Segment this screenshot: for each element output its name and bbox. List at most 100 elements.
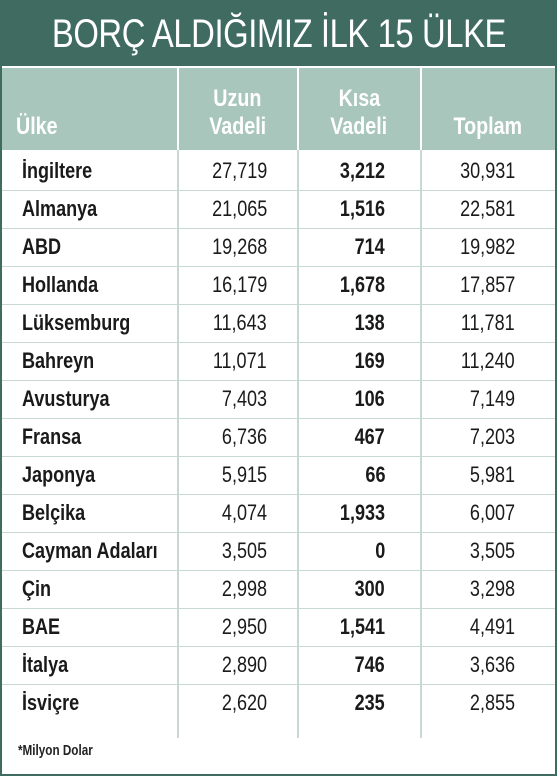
country-cell: Hollanda	[22, 272, 99, 297]
country-cell: Almanya	[22, 196, 98, 221]
column-divider-header	[297, 68, 299, 150]
table-row: Almanya 21,065 1,516 22,581	[2, 190, 555, 228]
table-row: ABD 19,268 714 19,982	[2, 228, 555, 266]
country-cell: Çin	[22, 576, 52, 601]
short-term-cell: 138	[354, 310, 385, 335]
total-cell: 7,149	[469, 386, 515, 411]
row-divider	[2, 418, 555, 419]
country-cell: Belçika	[22, 500, 86, 525]
column-divider-header	[420, 68, 422, 150]
total-cell: 3,298	[469, 576, 515, 601]
long-term-cell: 3,505	[221, 538, 267, 563]
row-divider	[2, 266, 555, 267]
country-cell: BAE	[22, 614, 61, 639]
header-short-term: Kısa Vadeli	[330, 85, 388, 140]
long-term-cell: 2,620	[221, 690, 267, 715]
row-divider	[2, 608, 555, 609]
short-term-cell: 66	[364, 462, 385, 487]
short-term-cell: 3,212	[339, 158, 385, 183]
long-term-cell: 27,719	[211, 158, 267, 183]
long-term-cell: 2,998	[221, 576, 267, 601]
short-term-cell: 106	[354, 386, 385, 411]
row-divider	[2, 342, 555, 343]
header-total: Toplam	[453, 113, 522, 140]
country-cell: İsviçre	[22, 690, 80, 715]
long-term-cell: 4,074	[221, 500, 267, 525]
total-cell: 19,982	[459, 234, 515, 259]
country-cell: İngiltere	[22, 158, 93, 183]
long-term-cell: 6,736	[221, 424, 267, 449]
country-cell: Lüksemburg	[22, 310, 131, 335]
column-divider	[420, 68, 422, 738]
country-cell: ABD	[22, 234, 62, 259]
footnote: *Milyon Dolar	[18, 742, 93, 759]
short-term-cell: 1,933	[339, 500, 385, 525]
row-divider	[2, 380, 555, 381]
table-row: İsviçre 2,620 235 2,855	[2, 684, 555, 722]
short-term-cell: 1,541	[339, 614, 385, 639]
total-cell: 30,931	[459, 158, 515, 183]
total-cell: 11,240	[461, 348, 515, 373]
row-divider	[2, 646, 555, 647]
row-divider	[2, 684, 555, 685]
total-cell: 3,636	[469, 652, 515, 677]
table-title: BORÇ ALDIĞIMIZ İLK 15 ÜLKE	[2, 2, 555, 66]
total-cell: 2,855	[469, 690, 515, 715]
table-header: Ülke Uzun Vadeli Kısa Vadeli Toplam	[2, 68, 555, 150]
long-term-cell: 5,915	[221, 462, 267, 487]
short-term-cell: 467	[354, 424, 385, 449]
long-term-cell: 11,071	[213, 348, 267, 373]
table-row: Cayman Adaları 3,505 0 3,505	[2, 532, 555, 570]
long-term-cell: 11,643	[213, 310, 267, 335]
row-divider	[2, 570, 555, 571]
country-cell: İtalya	[22, 652, 69, 677]
row-divider	[2, 190, 555, 191]
table-row: İngiltere 27,719 3,212 30,931	[2, 152, 555, 190]
table-row: Fransa 6,736 467 7,203	[2, 418, 555, 456]
country-cell: Bahreyn	[22, 348, 95, 373]
short-term-cell: 169	[354, 348, 385, 373]
long-term-cell: 19,268	[211, 234, 267, 259]
country-cell: Cayman Adaları	[22, 538, 158, 563]
table-row: Bahreyn 11,071 169 11,240	[2, 342, 555, 380]
total-cell: 5,981	[469, 462, 515, 487]
total-cell: 6,007	[469, 500, 515, 525]
row-divider	[2, 532, 555, 533]
table-row: Japonya 5,915 66 5,981	[2, 456, 555, 494]
total-cell: 4,491	[469, 614, 515, 639]
short-term-cell: 235	[354, 690, 385, 715]
short-term-cell: 746	[354, 652, 385, 677]
country-cell: Avusturya	[22, 386, 110, 411]
total-cell: 7,203	[469, 424, 515, 449]
row-divider	[2, 494, 555, 495]
table-row: Çin 2,998 300 3,298	[2, 570, 555, 608]
table-row: Avusturya 7,403 106 7,149	[2, 380, 555, 418]
row-divider	[2, 304, 555, 305]
header-long-term: Uzun Vadeli	[209, 85, 266, 140]
header-country: Ülke	[16, 113, 58, 140]
long-term-cell: 2,950	[221, 614, 267, 639]
total-cell: 22,581	[459, 196, 515, 221]
table-row: BAE 2,950 1,541 4,491	[2, 608, 555, 646]
table-row: İtalya 2,890 746 3,636	[2, 646, 555, 684]
total-cell: 11,781	[461, 310, 515, 335]
row-divider	[2, 228, 555, 229]
table-row: Lüksemburg 11,643 138 11,781	[2, 304, 555, 342]
total-cell: 17,857	[459, 272, 515, 297]
column-divider	[297, 68, 299, 738]
short-term-cell: 0	[374, 538, 385, 563]
country-cell: Fransa	[22, 424, 82, 449]
column-divider-header	[177, 68, 179, 150]
short-term-cell: 1,516	[339, 196, 385, 221]
country-cell: Japonya	[22, 462, 96, 487]
column-divider	[177, 68, 179, 738]
long-term-cell: 2,890	[221, 652, 267, 677]
long-term-cell: 21,065	[211, 196, 267, 221]
long-term-cell: 7,403	[221, 386, 267, 411]
table-row: Belçika 4,074 1,933 6,007	[2, 494, 555, 532]
short-term-cell: 1,678	[339, 272, 385, 297]
short-term-cell: 714	[354, 234, 385, 259]
long-term-cell: 16,179	[211, 272, 267, 297]
short-term-cell: 300	[354, 576, 385, 601]
